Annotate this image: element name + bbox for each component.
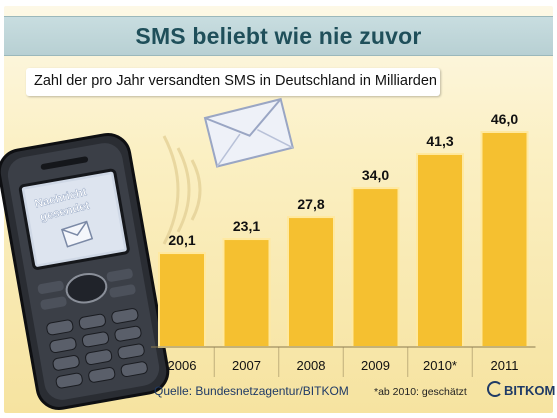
value-label-2009: 34,0: [362, 167, 389, 183]
category-label-2009: 2009: [361, 358, 390, 373]
bar-2006: [158, 252, 206, 349]
bar-2007: [222, 238, 271, 348]
value-label-2010*: 41,3: [426, 133, 453, 149]
bar-2010*: [416, 152, 464, 348]
value-label-2006: 20,1: [168, 232, 195, 248]
source-note: Quelle: Bundesnetzagentur/BITKOM: [154, 384, 349, 398]
value-label-2008: 27,8: [297, 196, 324, 212]
signal-waves-icon: [162, 135, 202, 245]
phone-icon: Nachricht gesendet: [0, 132, 170, 410]
estimate-footnote: *ab 2010: geschätzt: [374, 386, 467, 398]
value-label-2007: 23,1: [233, 218, 260, 234]
chart-subtitle: Zahl der pro Jahr versandten SMS in Deut…: [34, 73, 437, 89]
category-label-2008: 2008: [297, 358, 326, 373]
envelope-icon: [203, 97, 294, 168]
category-label-2010*: 2010*: [423, 358, 457, 373]
chart-title: SMS beliebt wie nie zuvor: [135, 23, 422, 49]
category-label-2006: 2006: [168, 358, 197, 373]
bitkom-logo: BITKOM: [487, 381, 555, 398]
bars-layer: 20,1 2006 23,1 2007 27,8 2008 34,0 2009 41,3 2010…: [158, 111, 529, 377]
bitkom-logo-text: BITKOM: [504, 383, 556, 398]
category-label-2007: 2007: [232, 358, 261, 373]
subtitle-box: Zahl der pro Jahr versandten SMS in Deut…: [26, 68, 440, 96]
bitkom-logo-mark: [487, 381, 503, 397]
title-band: SMS beliebt wie nie zuvor: [4, 16, 553, 56]
category-label-2011: 2011: [491, 358, 519, 373]
bar-2009: [351, 187, 400, 348]
bar-2011: [480, 131, 529, 348]
value-label-2011: 46,0: [491, 111, 518, 127]
bar-2008: [287, 216, 335, 348]
